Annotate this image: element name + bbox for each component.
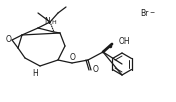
Text: Br: Br [140,9,148,18]
Text: N: N [44,18,50,27]
Text: O: O [6,35,12,44]
Text: OH: OH [119,38,131,47]
Text: −: − [149,9,154,14]
Text: O: O [93,65,99,74]
Text: H: H [32,69,38,79]
Text: O: O [70,54,76,63]
Text: H: H [52,21,56,26]
